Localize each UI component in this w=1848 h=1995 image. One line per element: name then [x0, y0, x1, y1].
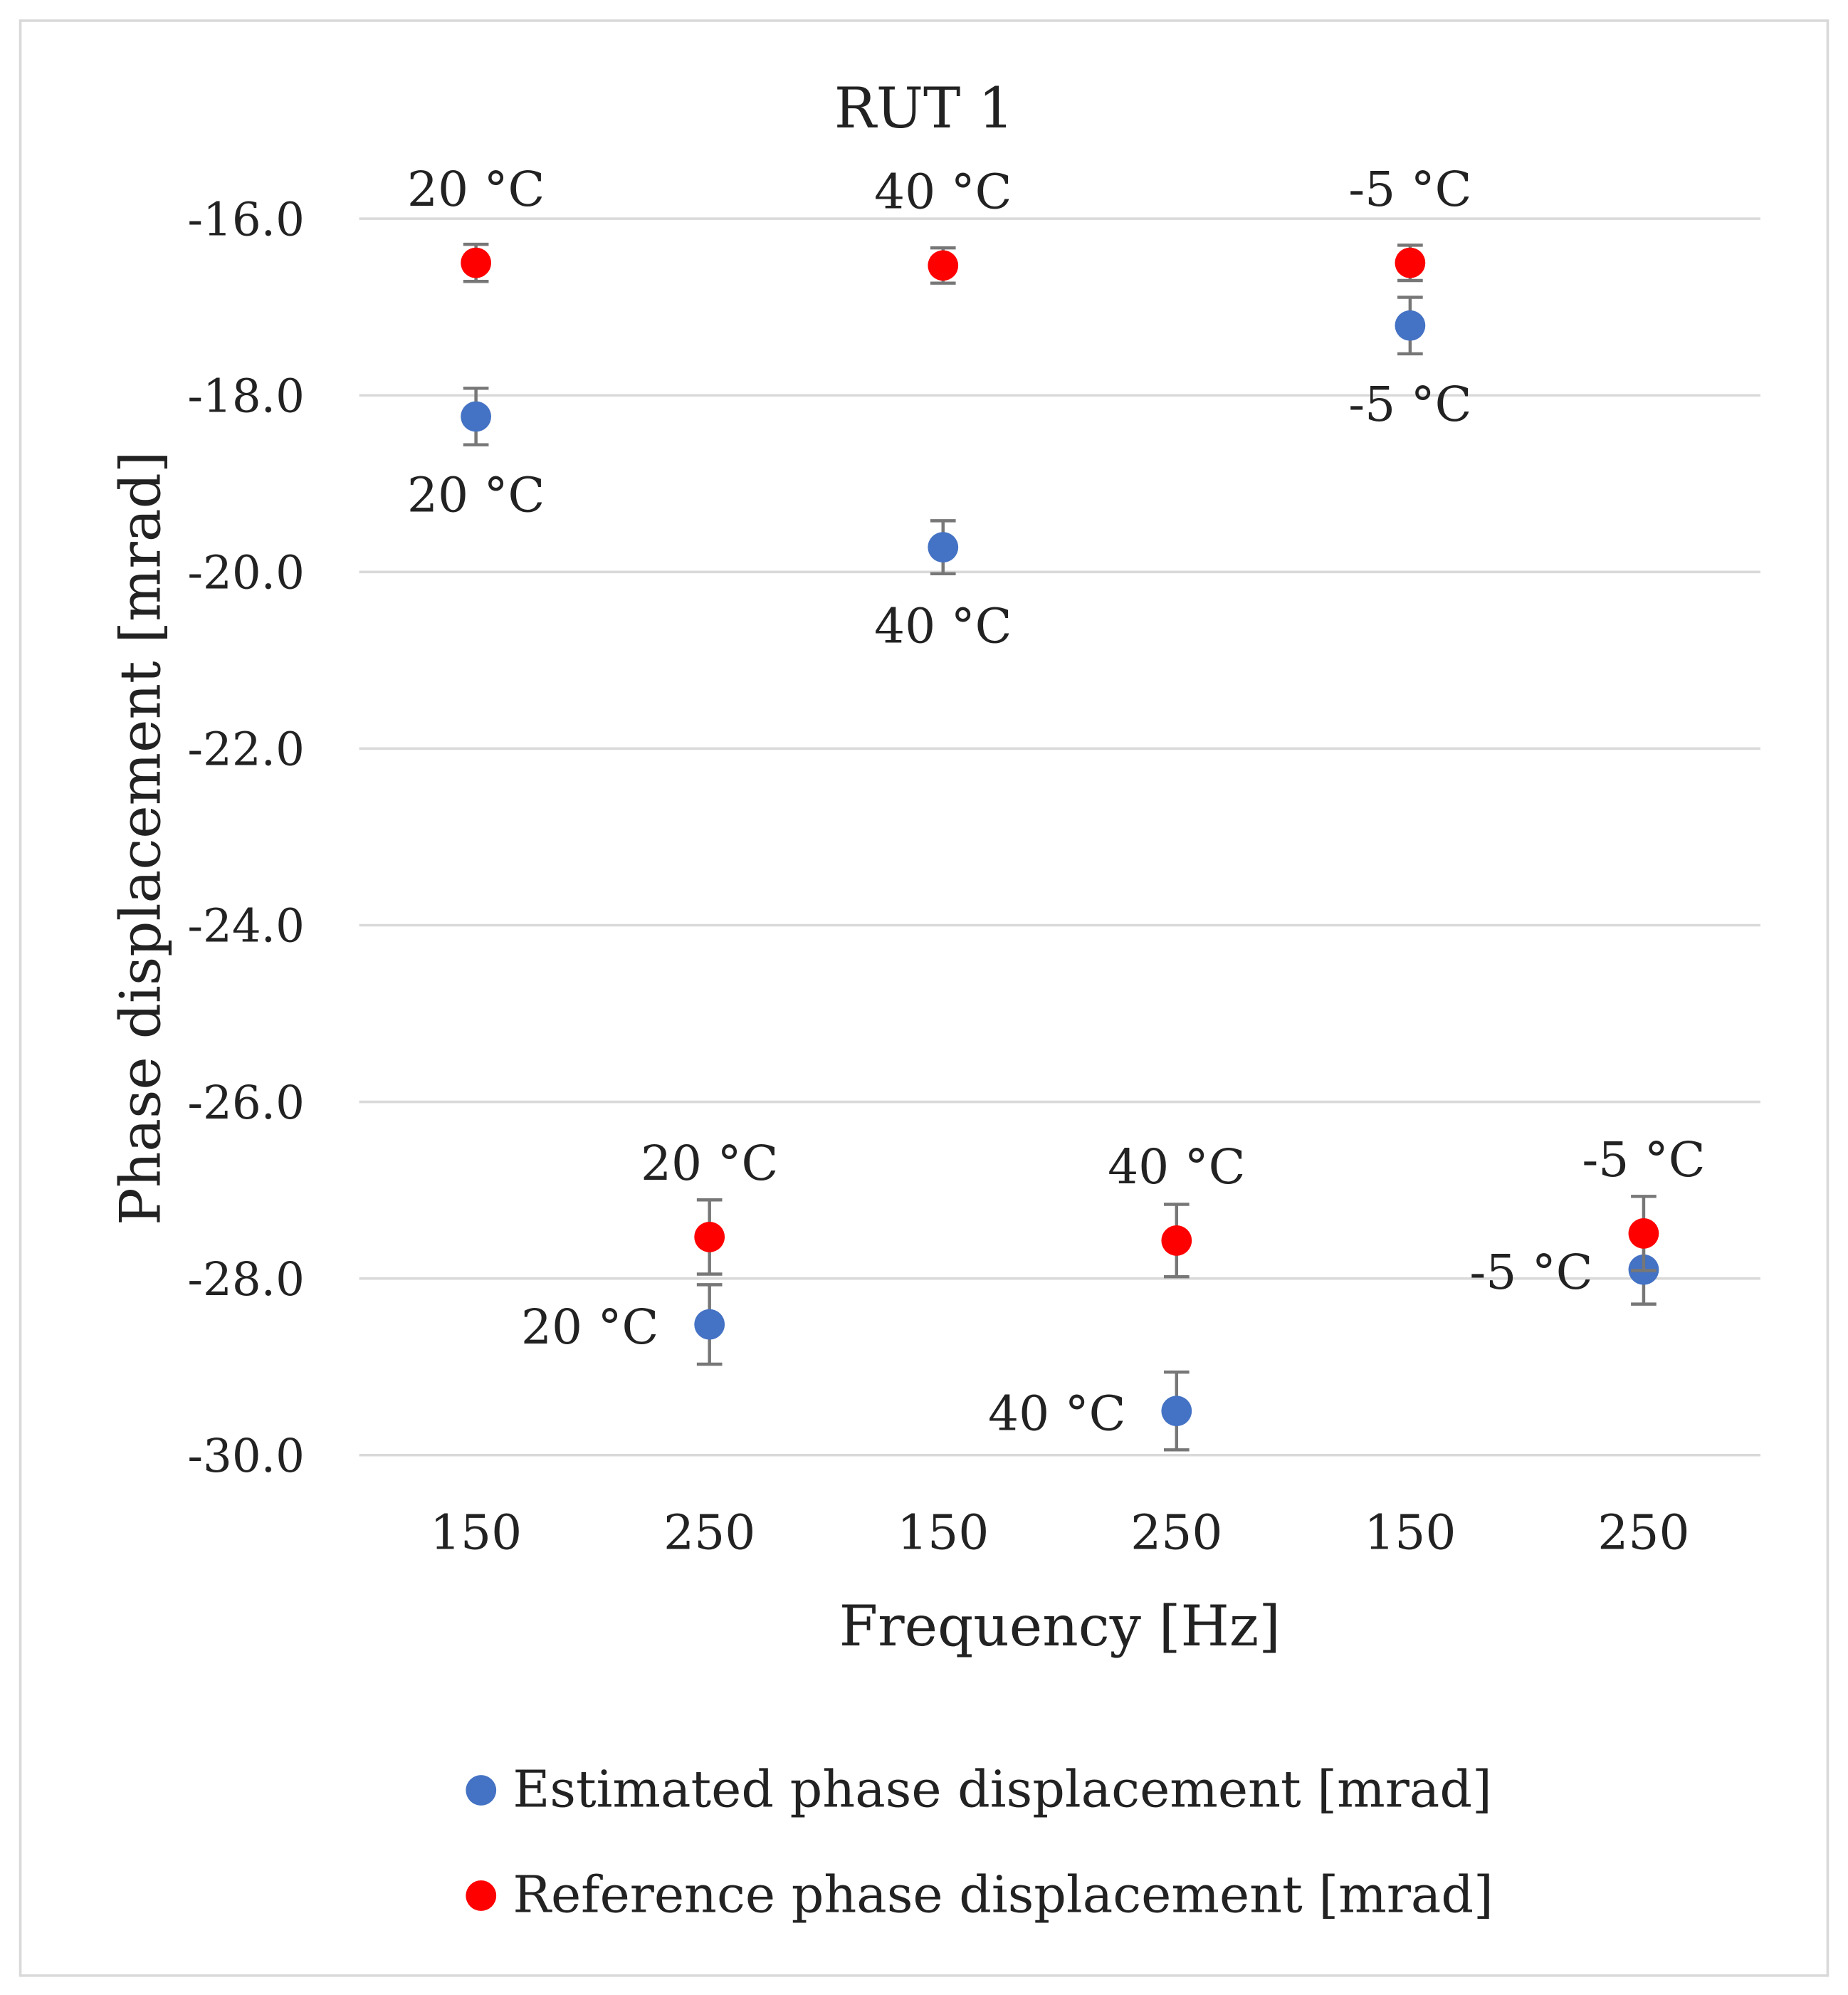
legend-label-estimated: Estimated phase displacement [mrad]: [513, 1760, 1491, 1819]
estimated-point: [928, 532, 959, 562]
reference-point: [1395, 247, 1426, 278]
data-label: 20 °C: [407, 161, 545, 217]
data-label: -5 °C: [1582, 1131, 1705, 1188]
y-tick-label: -30.0: [187, 1430, 305, 1483]
data-label: 40 °C: [1108, 1138, 1245, 1195]
data-label: 20 °C: [407, 467, 545, 523]
x-tick-label: 150: [897, 1504, 989, 1561]
estimated-point: [461, 401, 492, 432]
data-label: 40 °C: [874, 164, 1012, 220]
legend: Estimated phase displacement [mrad] Refe…: [466, 1760, 1493, 1925]
data-label: 20 °C: [641, 1135, 778, 1191]
estimated-point: [1395, 310, 1426, 341]
legend-marker-reference: [466, 1880, 497, 1911]
reference-point: [694, 1221, 725, 1252]
data-label: 40 °C: [874, 597, 1012, 654]
y-tick-label: -26.0: [187, 1077, 305, 1130]
y-axis-label: Phase displacement [mrad]: [108, 451, 174, 1225]
data-label: -5 °C: [1348, 376, 1471, 432]
x-tick-label: 150: [1364, 1504, 1456, 1561]
x-tick-label: 250: [1130, 1504, 1222, 1561]
y-tick-label: -18.0: [187, 370, 305, 423]
y-tick-label: -22.0: [187, 723, 305, 777]
estimated-point: [1161, 1396, 1192, 1427]
legend-marker-estimated: [466, 1775, 497, 1806]
chart-title: RUT 1: [834, 75, 1014, 141]
legend-label-reference: Reference phase displacement [mrad]: [513, 1865, 1493, 1925]
data-label: -5 °C: [1348, 161, 1471, 217]
y-tick-label: -24.0: [187, 900, 305, 953]
y-tick-label: -20.0: [187, 547, 305, 600]
chart-border: [19, 19, 1829, 1977]
x-axis-label: Frequency [Hz]: [839, 1593, 1281, 1659]
data-label: 40 °C: [988, 1385, 1125, 1441]
estimated-point: [694, 1309, 725, 1340]
reference-point: [1628, 1218, 1659, 1249]
y-tick-labels: -16.0 -18.0 -20.0 -22.0 -24.0 -26.0 -28.0 -30.0: [187, 193, 305, 1483]
data-label: -5 °C: [1469, 1244, 1592, 1300]
reference-point: [928, 250, 959, 281]
y-tick-label: -16.0: [187, 193, 305, 246]
reference-point: [1161, 1225, 1192, 1256]
data-label: 20 °C: [521, 1299, 658, 1355]
data-marks: 20 °C 20 °C 40 °C 40 °C -5 °C -5 °C 20 °C 20 °C…: [407, 161, 1706, 1452]
x-tick-labels: 150 250 150 250 150 250: [430, 1504, 1690, 1561]
reference-point: [461, 247, 492, 278]
x-tick-label: 250: [1597, 1504, 1689, 1561]
gridlines: [359, 217, 1760, 1457]
x-tick-label: 150: [430, 1504, 522, 1561]
y-tick-label: -28.0: [187, 1253, 305, 1307]
x-tick-label: 250: [663, 1504, 755, 1561]
